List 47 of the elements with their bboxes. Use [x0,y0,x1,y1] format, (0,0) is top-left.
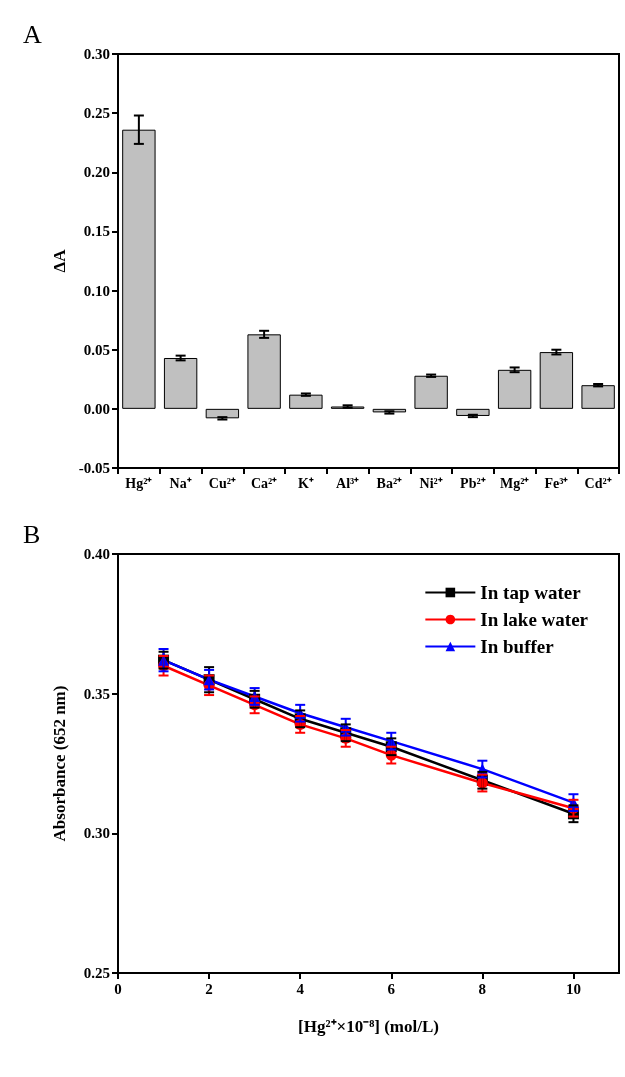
y-tick-label: 0.20 [83,164,110,181]
x-tick-label: Mg²⁺ [499,475,530,491]
x-tick-label: 10 [565,980,581,997]
y-tick-label: 0.10 [83,282,110,299]
bar [247,334,281,409]
chart-title: B [23,519,41,549]
bar [581,385,615,409]
x-tick-label: Hg²⁺ [125,475,153,491]
y-tick-label: 0.05 [83,341,110,358]
x-tick-label: K⁺ [297,475,314,491]
bar [289,394,323,409]
bar [539,352,574,409]
y-tick-label: 0.40 [83,546,110,562]
y-tick-label: 0.35 [83,685,110,702]
x-tick-label: Al³⁺ [336,475,360,491]
x-tick-label: Pb²⁺ [460,475,486,491]
bar [205,408,240,419]
x-tick-label: Ba²⁺ [376,475,403,491]
legend-label: In tap water [480,582,582,603]
x-tick-label: Cd²⁺ [584,475,612,491]
x-axis-title: [Hg²⁺×10⁻⁸] (mol/L) [298,1017,439,1036]
x-tick-label: Ca²⁺ [250,475,278,491]
bar [163,357,198,409]
x-tick-label: 2 [205,980,213,997]
y-tick-label: 0.25 [83,965,110,981]
legend-label: In lake water [480,609,589,630]
y-axis-title: Absorbance (652 nm) [50,685,69,842]
x-tick-label: 0 [114,980,122,997]
x-tick-label: Ni²⁺ [419,475,443,491]
x-tick-label: Cu²⁺ [208,475,236,491]
y-tick-label: 0.25 [83,105,110,122]
bar [414,375,448,409]
bar [456,408,490,416]
x-tick-label: Na⁺ [169,475,192,491]
x-tick-label: Fe³⁺ [544,475,569,491]
y-tick-label: 0.30 [83,825,110,842]
x-tick-label: 8 [478,980,487,997]
y-tick-label: 0.15 [83,223,110,240]
y-axis-title: ΔA [49,248,69,273]
bar [497,369,532,409]
x-tick-label: 4 [296,980,305,997]
x-tick-label: 6 [387,980,396,997]
chart-title: A [23,19,42,49]
y-tick-label: 0.30 [83,46,110,62]
y-tick-label: 0.00 [83,400,110,417]
y-tick-label: -0.05 [78,460,110,476]
legend-label: In buffer [480,636,555,657]
